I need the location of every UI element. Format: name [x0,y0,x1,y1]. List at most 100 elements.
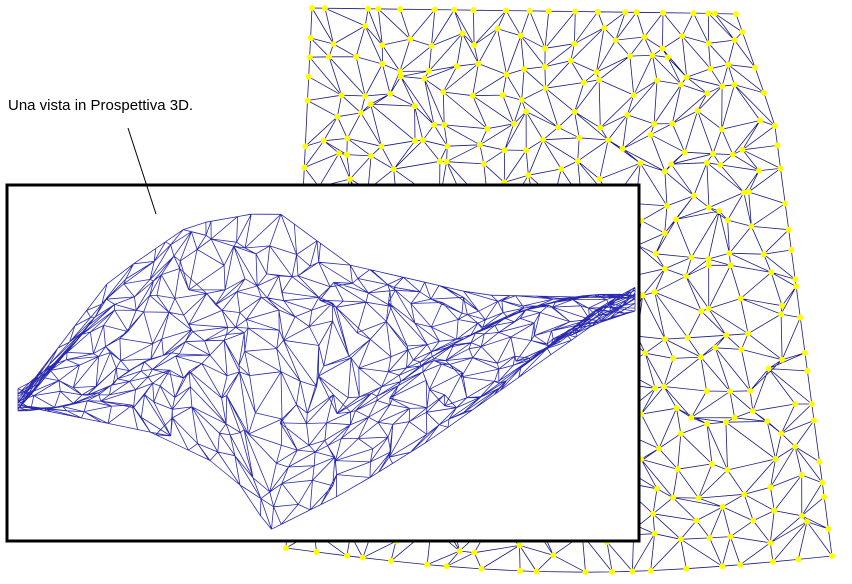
vertex [752,65,758,71]
vertex [693,518,699,524]
vertex [705,10,711,16]
vertex [698,354,704,360]
vertex [605,137,611,143]
vertex [440,89,446,95]
vertex [659,46,665,52]
vertex [683,566,689,572]
vertex [379,61,385,67]
vertex [662,336,668,342]
vertex [662,230,668,236]
vertex [368,101,374,107]
vertex [407,36,413,42]
vertex [495,26,501,32]
vertex [523,147,529,153]
vertex [678,536,684,542]
vertex [550,552,556,558]
vertex [388,558,394,564]
vertex [750,408,756,414]
vertex [792,276,798,282]
vertex [725,217,731,223]
vertex [662,266,668,272]
vertex [444,563,450,569]
vertex [362,93,368,99]
vertex [307,54,313,60]
vertex [475,61,481,67]
vertex [398,73,404,79]
vertex [772,123,778,129]
vertex [597,125,603,131]
vertex [593,69,599,75]
vertex [437,158,443,164]
vertex [624,112,630,118]
vertex [444,159,450,165]
vertex [322,5,328,11]
vertex [726,250,732,256]
vertex [301,164,307,170]
vertex [717,162,723,168]
vertex [733,11,739,17]
vertex [730,152,736,158]
vertex [804,519,810,525]
vertex [379,42,385,48]
vertex [470,93,476,99]
vertex [690,10,696,16]
vertex [648,132,654,138]
vertex [344,553,350,559]
vertex [503,72,509,78]
vertex [679,33,685,39]
vertex [521,66,527,72]
vertex [695,108,701,114]
vertex [360,555,366,561]
vertex [770,559,776,565]
vertex [779,357,785,363]
vertex [631,92,637,98]
vertex [764,418,770,424]
vertex [766,366,772,372]
vertex [362,23,368,29]
vertex [712,345,718,351]
vertex [773,456,779,462]
vertex [654,486,660,492]
vertex [723,419,729,425]
vertex [719,126,725,132]
vertex [601,25,607,31]
vertex [688,254,694,260]
vertex [698,308,704,314]
vertex [683,273,689,279]
vertex [719,83,725,89]
vertex [786,227,792,233]
vertex [756,168,762,174]
vertex [825,526,831,532]
vertex [502,147,508,153]
vertex [334,114,340,120]
vertex [331,41,337,47]
vertex [652,531,658,537]
vertex [723,332,729,338]
vertex [678,81,684,87]
vertex [620,146,626,152]
vertex [596,77,602,83]
vertex [821,494,827,500]
vertex [660,10,666,16]
vertex [738,295,744,301]
vertex [397,6,403,12]
vertex [809,401,815,407]
vertex [706,205,712,211]
vertex [738,346,744,352]
vertex [779,303,785,309]
vertex [739,29,745,35]
vertex [542,64,548,70]
vertex [731,37,737,43]
vertex [650,511,656,517]
vertex [523,109,529,115]
vertex [543,85,549,91]
vertex [792,444,798,450]
vertex [451,7,457,13]
vertex [314,549,320,555]
vertex [344,152,350,158]
vertex [688,415,694,421]
vertex [829,553,835,559]
vertex [673,216,679,222]
vertex [308,35,314,41]
vertex [706,40,712,46]
